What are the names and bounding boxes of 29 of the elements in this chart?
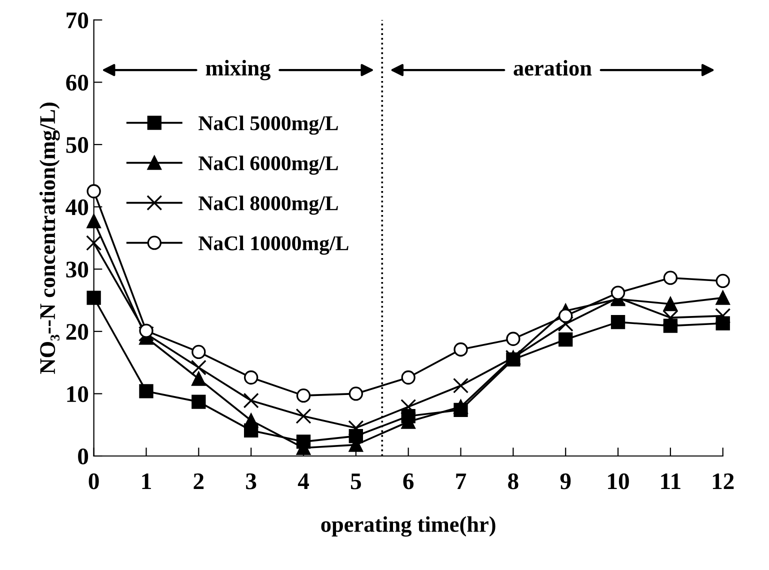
x-tick-label: 7: [456, 474, 466, 490]
x-tick-label: 11: [661, 473, 680, 490]
x-tick-label: 12: [712, 473, 734, 490]
x-tick-label: 4: [298, 474, 309, 490]
x-tick-label: 3: [246, 473, 256, 490]
x-tick-label: 10: [608, 473, 629, 490]
x-tick-label: 5: [350, 474, 361, 490]
y-tick-label: 70: [66, 12, 88, 28]
y-tick-label: 60: [66, 74, 88, 91]
y-tick-label: 0: [78, 448, 88, 464]
x-tick-label: 8: [508, 473, 518, 490]
x-tick-label: 0: [88, 473, 99, 490]
y-tick-label: 40: [66, 199, 88, 216]
y-tick-label: 50: [66, 137, 88, 153]
x-tick-label: 1: [142, 473, 151, 490]
y-axis-title: NO₃--N concentration(mg/L): [39, 102, 60, 374]
legend-label: NaCl 10000mg/L: [198, 236, 348, 255]
y-tick-label: 20: [66, 324, 88, 340]
annotation: aeration: [514, 60, 592, 76]
legend-label: NaCl 6000mg/L: [198, 156, 338, 175]
x-tick-label: 9: [560, 473, 571, 490]
y-tick-label: 10: [67, 386, 88, 402]
legend-label: NaCl 5000mg/L: [198, 116, 338, 135]
y-tick-label: 30: [66, 262, 88, 278]
x-tick-label: 6: [403, 473, 414, 490]
annotation: mixing: [206, 60, 270, 80]
x-tick-label: 2: [194, 473, 204, 490]
legend-label: NaCl 8000mg/L: [198, 196, 338, 215]
x-axis-title: operating time(hr): [321, 516, 496, 537]
